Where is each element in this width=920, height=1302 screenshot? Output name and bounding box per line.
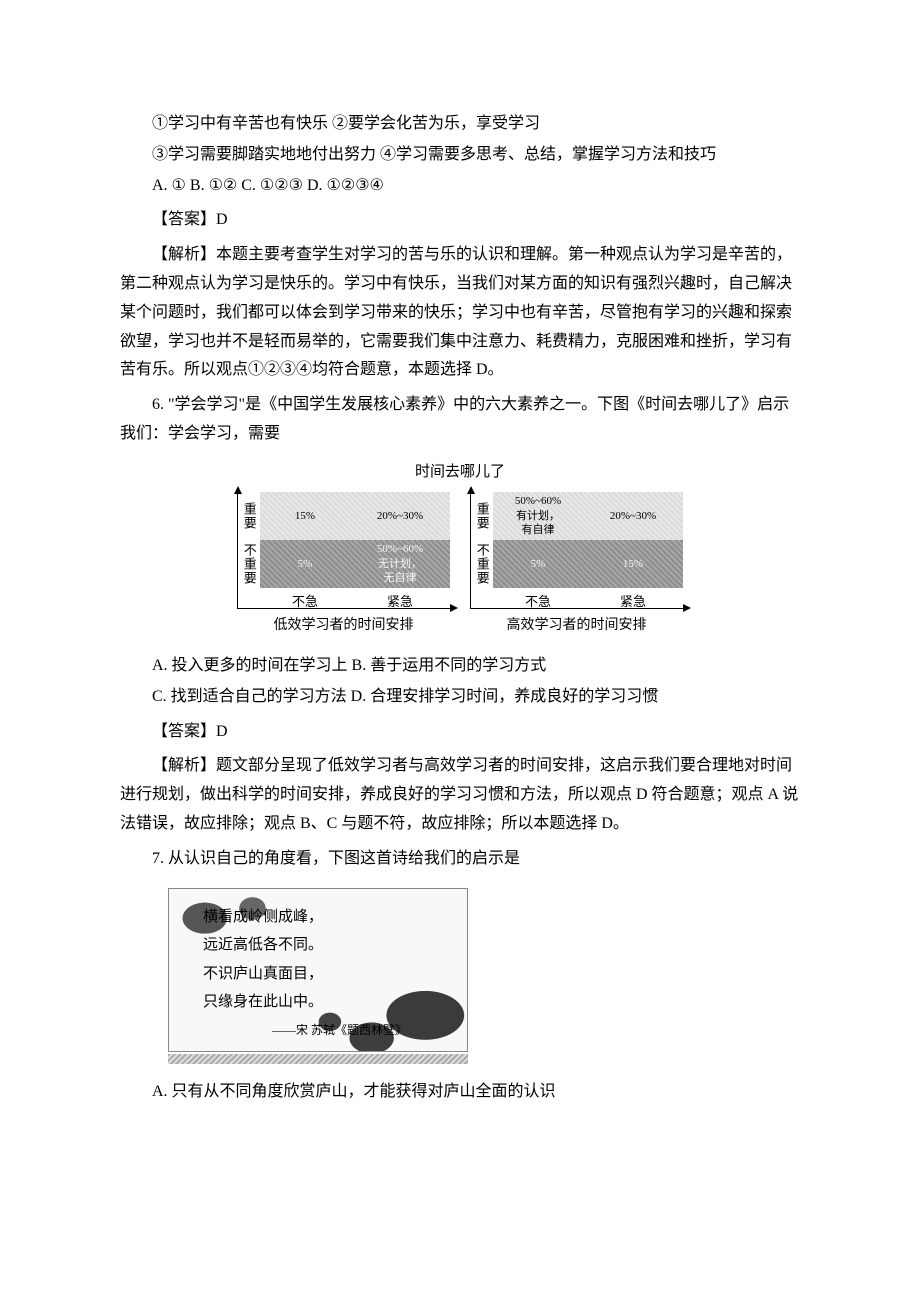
- q6-chart: 时间去哪儿了 重要 15% 20%~30% 不重要 5% 50%~60% 无计划…: [120, 459, 800, 638]
- xlabel-noturgent-r: 不急: [493, 588, 583, 608]
- chart-right-caption: 高效学习者的时间安排: [507, 613, 647, 638]
- q6-optA: A. 投入更多的时间在学习上 B. 善于运用不同的学习方式: [120, 652, 800, 681]
- chart-title: 时间去哪儿了: [120, 459, 800, 486]
- ylabel-unimportant-r: 不重要: [471, 540, 493, 588]
- cell-bl-r: 5%: [493, 540, 583, 588]
- chart-left-caption: 低效学习者的时间安排: [274, 613, 414, 638]
- poem-shadow: [168, 1054, 468, 1064]
- q7-stem: 7. 从认识自己的角度看，下图这首诗给我们的启示是: [120, 845, 800, 874]
- xlabel-urgent: 紧急: [350, 588, 450, 608]
- q7-optA: A. 只有从不同角度欣赏庐山，才能获得对庐山全面的认识: [120, 1078, 800, 1107]
- cell-bl: 5%: [260, 540, 350, 588]
- poem-l4: 只缘身在此山中。: [203, 988, 447, 1017]
- chart-right: 重要 50%~60% 有计划， 有自律 20%~30% 不重要 5% 15% 不…: [470, 492, 683, 638]
- xlabel-urgent-r: 紧急: [583, 588, 683, 608]
- q5-analysis: 【解析】本题主要考查学生对学习的苦与乐的认识和理解。第一种观点认为学习是辛苦的，…: [120, 241, 800, 385]
- cell-tl-r: 50%~60% 有计划， 有自律: [493, 492, 583, 540]
- cell-tl: 15%: [260, 492, 350, 540]
- cell-tr-r: 20%~30%: [583, 492, 683, 540]
- q5-answer: 【答案】D: [120, 206, 800, 235]
- ylabel-important: 重要: [238, 492, 260, 540]
- q6-answer: 【答案】D: [120, 718, 800, 747]
- q5-options: A. ① B. ①② C. ①②③ D. ①②③④: [120, 172, 800, 201]
- chart-left: 重要 15% 20%~30% 不重要 5% 50%~60% 无计划， 无自律 不…: [237, 492, 450, 638]
- cell-br: 50%~60% 无计划， 无自律: [350, 540, 450, 588]
- poem-src: ——宋 苏轼《题西林壁》: [203, 1019, 447, 1042]
- cell-tr: 20%~30%: [350, 492, 450, 540]
- q7-poem: 横看成岭侧成峰， 远近高低各不同。 不识庐山真面目， 只缘身在此山中。 ——宋 …: [168, 888, 468, 1065]
- ylabel-unimportant: 不重要: [238, 540, 260, 588]
- poem-l3: 不识庐山真面目，: [203, 960, 447, 989]
- poem-l1: 横看成岭侧成峰，: [203, 903, 447, 932]
- q6-optC: C. 找到适合自己的学习方法 D. 合理安排学习时间，养成良好的学习习惯: [120, 683, 800, 712]
- q6-analysis: 【解析】题文部分呈现了低效学习者与高效学习者的时间安排，这启示我们要合理地对时间…: [120, 752, 800, 838]
- xlabel-noturgent: 不急: [260, 588, 350, 608]
- q5-stmt2: ③学习需要脚踏实地地付出努力 ④学习需要多思考、总结，掌握学习方法和技巧: [120, 141, 800, 170]
- cell-br-r: 15%: [583, 540, 683, 588]
- poem-l2: 远近高低各不同。: [203, 931, 447, 960]
- q6-stem: 6. "学会学习"是《中国学生发展核心素养》中的六大素养之一。下图《时间去哪儿了…: [120, 391, 800, 449]
- ylabel-important-r: 重要: [471, 492, 493, 540]
- q5-stmt1: ①学习中有辛苦也有快乐 ②要学会化苦为乐，享受学习: [120, 110, 800, 139]
